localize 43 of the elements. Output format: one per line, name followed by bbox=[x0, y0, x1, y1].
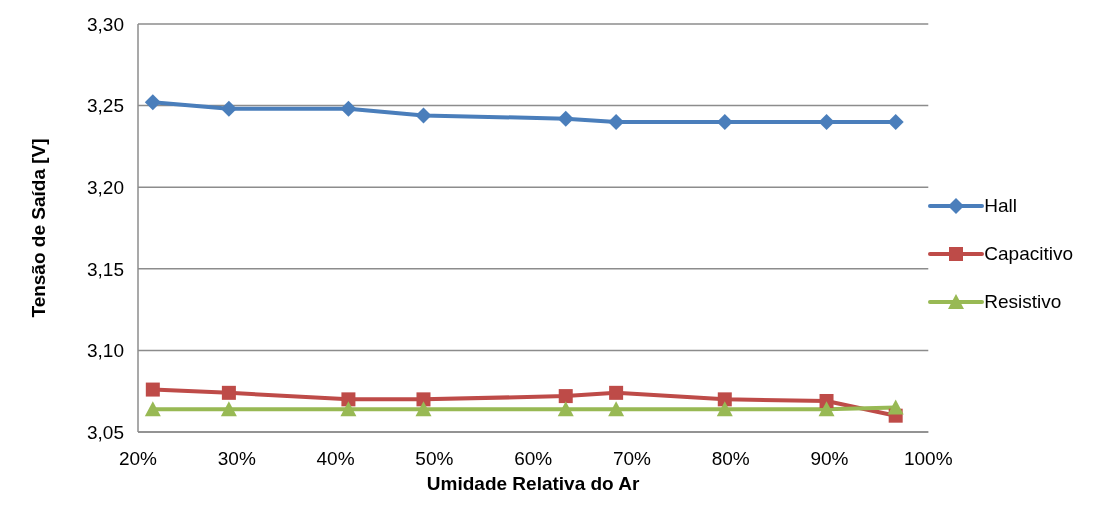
point bbox=[144, 94, 161, 111]
x-tick-label: 30% bbox=[217, 448, 256, 470]
point bbox=[145, 382, 160, 397]
point bbox=[220, 100, 237, 117]
x-tick-label: 60% bbox=[514, 448, 553, 470]
point bbox=[341, 392, 356, 407]
x-tick-label: 100% bbox=[903, 448, 953, 470]
x-tick-label: 40% bbox=[316, 448, 355, 470]
y-tick-label: 3,10 bbox=[87, 340, 124, 362]
point bbox=[220, 401, 237, 417]
y-tick-label: 3,15 bbox=[87, 258, 124, 280]
x-tick-label: 80% bbox=[711, 448, 750, 470]
point bbox=[415, 107, 432, 124]
legend-label: Resistivo bbox=[984, 290, 1062, 314]
point bbox=[144, 401, 161, 417]
point bbox=[717, 392, 732, 407]
x-tick-label: 70% bbox=[612, 448, 652, 470]
point bbox=[415, 401, 432, 417]
point bbox=[609, 385, 624, 400]
x-tick-label: 50% bbox=[415, 448, 454, 470]
y-tick-label: 3,20 bbox=[87, 176, 124, 198]
y-tick-label: 3,30 bbox=[87, 13, 124, 35]
x-axis-title: Umidade Relativa do Ar bbox=[426, 473, 641, 494]
legend-label: Hall bbox=[984, 194, 1018, 218]
point bbox=[608, 401, 625, 417]
x-tick-label: 20% bbox=[118, 448, 158, 470]
point bbox=[221, 385, 236, 400]
point bbox=[557, 110, 574, 127]
legend-label: Capacitivo bbox=[984, 242, 1073, 266]
x-tick-label: 90% bbox=[810, 448, 849, 470]
point bbox=[558, 389, 573, 404]
point bbox=[340, 401, 357, 417]
point bbox=[887, 113, 904, 130]
point bbox=[716, 401, 733, 417]
point bbox=[818, 401, 835, 417]
y-tick-label: 3,05 bbox=[87, 421, 124, 443]
y-axis-title: Tensão de Saída [V] bbox=[27, 138, 49, 318]
y-tick-label: 3,25 bbox=[87, 95, 124, 117]
point bbox=[557, 401, 574, 417]
point bbox=[416, 392, 431, 407]
point bbox=[818, 113, 835, 130]
point bbox=[887, 399, 904, 415]
point bbox=[340, 100, 357, 117]
